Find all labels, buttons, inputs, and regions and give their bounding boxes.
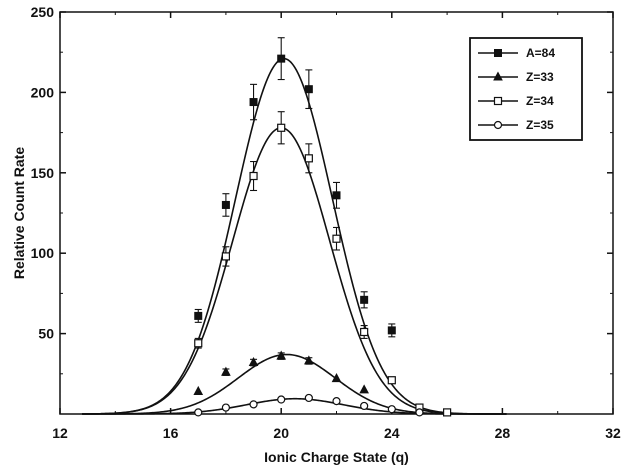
data-point <box>304 85 313 94</box>
data-point <box>332 397 341 406</box>
data-point <box>249 98 258 107</box>
x-tick-label: 24 <box>384 425 400 441</box>
x-tick-label: 32 <box>605 425 621 441</box>
data-point <box>332 191 341 200</box>
legend-marker <box>494 49 502 57</box>
legend: A=84 Z=33 Z=34 Z=35 <box>469 37 583 141</box>
x-axis-label: Ionic Charge State (q) <box>264 449 409 465</box>
y-tick-label: 100 <box>31 245 55 261</box>
data-point <box>387 326 396 335</box>
legend-marker <box>493 71 503 81</box>
fit-curve <box>82 397 507 415</box>
y-tick-label: 250 <box>31 4 55 20</box>
x-tick-label: 20 <box>273 425 289 441</box>
fit-curve <box>82 126 507 415</box>
x-tick-label: 16 <box>163 425 179 441</box>
data-point <box>360 327 369 337</box>
data-point <box>304 393 313 403</box>
data-point <box>304 154 313 163</box>
legend-marker <box>493 120 503 130</box>
fit-curve <box>82 57 507 415</box>
data-point <box>221 366 231 376</box>
y-axis-ticks: 50 100 150 200 250 <box>31 4 613 375</box>
data-point <box>387 376 396 385</box>
data-point <box>331 373 342 383</box>
data-point <box>276 350 287 360</box>
fit-curves <box>82 57 507 415</box>
legend-label: Z=34 <box>526 94 554 108</box>
legend-marker <box>493 96 503 106</box>
data-point <box>387 405 396 414</box>
data-point <box>304 355 314 365</box>
data-point <box>443 408 452 417</box>
data-point <box>359 384 369 394</box>
legend-box <box>469 37 583 141</box>
legend-label: A=84 <box>526 46 555 60</box>
legend-label: Z=35 <box>526 118 554 132</box>
data-point <box>221 403 230 412</box>
data-point <box>360 401 369 411</box>
y-tick-label: 150 <box>31 165 55 181</box>
data-point <box>221 252 230 261</box>
legend-label: Z=33 <box>526 70 554 84</box>
data-point <box>277 395 286 404</box>
data-point <box>277 54 286 63</box>
data-point <box>277 123 286 132</box>
data-points <box>193 54 452 417</box>
data-point <box>249 171 258 181</box>
data-point <box>193 385 204 395</box>
data-point <box>249 400 258 409</box>
data-point <box>415 408 424 417</box>
x-tick-label: 28 <box>495 425 511 441</box>
data-point <box>194 311 203 320</box>
data-point <box>194 408 203 417</box>
data-point <box>332 234 341 243</box>
data-point <box>194 339 203 348</box>
fit-curve <box>82 353 507 415</box>
data-point <box>360 295 369 304</box>
data-point <box>248 356 259 367</box>
y-tick-label: 50 <box>38 326 54 342</box>
x-tick-label: 12 <box>52 425 68 441</box>
y-tick-label: 200 <box>31 84 55 100</box>
data-point <box>221 200 230 209</box>
y-axis-label: Relative Count Rate <box>11 147 27 279</box>
